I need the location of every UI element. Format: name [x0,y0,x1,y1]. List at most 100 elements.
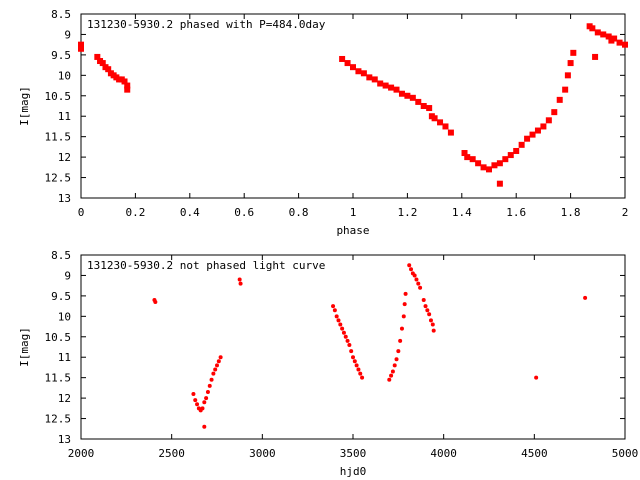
data-point [564,72,571,79]
data-point [409,267,414,272]
data-point [237,277,242,282]
data-point [377,80,384,87]
unphased-y-tick-label: 9.5 [51,290,71,303]
unphased-y-tick-label: 11 [58,351,71,364]
unphased-chart-title: 131230-5930.2 not phased light curve [87,259,325,272]
data-point [218,355,223,360]
data-point [343,334,348,339]
data-point [355,68,362,75]
data-point [570,49,577,56]
unphased-y-tick-label: 12 [58,392,71,405]
data-point [211,371,216,376]
data-point [390,369,395,374]
data-point [339,55,346,62]
data-point [412,273,417,278]
data-point [431,115,438,122]
data-point [507,152,514,159]
data-point [404,92,411,99]
data-point [431,328,436,333]
data-point [356,367,361,372]
unphased-y-tick-label: 8.5 [51,249,71,262]
phased-y-tick-label: 9 [64,28,71,41]
data-point [238,281,243,286]
data-point [409,94,416,101]
phased-x-tick-label: 1.4 [452,206,472,219]
data-point [193,398,198,403]
data-point [78,41,84,48]
data-point [423,304,428,309]
data-point [347,342,352,347]
unphased-x-tick-label: 3500 [340,447,367,460]
data-point [616,39,623,46]
data-point [496,180,503,187]
data-point [611,35,618,42]
phased-x-tick-label: 2 [622,206,629,219]
data-point [430,322,435,327]
data-point [202,424,207,429]
data-point [416,281,421,286]
data-point [204,396,209,401]
data-point [336,318,341,323]
data-point [442,123,449,130]
data-point [124,86,131,93]
data-point [415,98,422,105]
data-point [121,78,128,85]
phased-y-tick-label: 11 [58,110,71,123]
data-point [518,141,525,148]
unphased-x-axis-label: hjd0 [340,465,367,478]
phased-y-tick-label: 9.5 [51,49,71,62]
phased-x-tick-label: 1 [350,206,357,219]
data-point [540,123,547,130]
data-point [502,156,509,163]
data-point [392,363,397,368]
data-point [371,76,378,83]
unphased-y-tick-label: 12.5 [45,413,72,426]
data-point [389,373,394,378]
data-point [418,285,423,290]
data-point [341,330,346,335]
phased-plot-frame [80,13,626,199]
phased-y-tick-label: 8.5 [51,8,71,21]
data-point [366,74,373,81]
data-point [496,160,503,167]
data-point [398,90,405,97]
data-point [556,96,563,103]
data-point [427,312,432,317]
data-point [350,64,356,71]
phased-y-axis-label: I[mag] [18,86,31,126]
phased-y-tick-label: 10.5 [45,90,72,103]
data-point [382,82,389,89]
unphased-x-tick-label: 2500 [158,447,185,460]
data-point [345,338,350,343]
data-point [534,127,541,134]
data-point [583,295,588,300]
unphased-y-tick-label: 13 [58,433,71,446]
data-point [351,355,355,360]
unphased-x-tick-label: 2000 [68,447,95,460]
phased-chart: 0 0.2 0.4 0.6 0.8 1 1.2 1.4 1.6 1.8 2 8.5 9 9.5 10 10.5… [18,8,628,237]
data-point [207,383,212,388]
data-point [486,166,492,173]
data-point [393,86,400,93]
phased-x-tick-label: 1.2 [397,206,417,219]
data-point [394,357,399,362]
phased-x-tick-label: 1.8 [561,206,581,219]
data-point [437,119,444,126]
data-point [344,60,351,67]
data-point [480,164,487,171]
data-point [195,402,200,407]
data-point [388,84,395,91]
phased-y-tick-label: 10 [58,69,71,82]
data-point [513,147,520,154]
data-point [360,375,365,380]
unphased-data-series [152,263,588,429]
phased-x-tick-label: 0.6 [234,206,254,219]
phased-x-axis-label: phase [336,224,369,237]
data-point [475,160,482,167]
unphased-y-tick-label: 10 [58,310,71,323]
data-point [331,304,336,309]
data-point [600,31,607,38]
phased-chart-title: 131230-5930.2 phased with P=484.0day [87,18,326,31]
data-point [428,318,433,323]
data-point [447,129,454,136]
